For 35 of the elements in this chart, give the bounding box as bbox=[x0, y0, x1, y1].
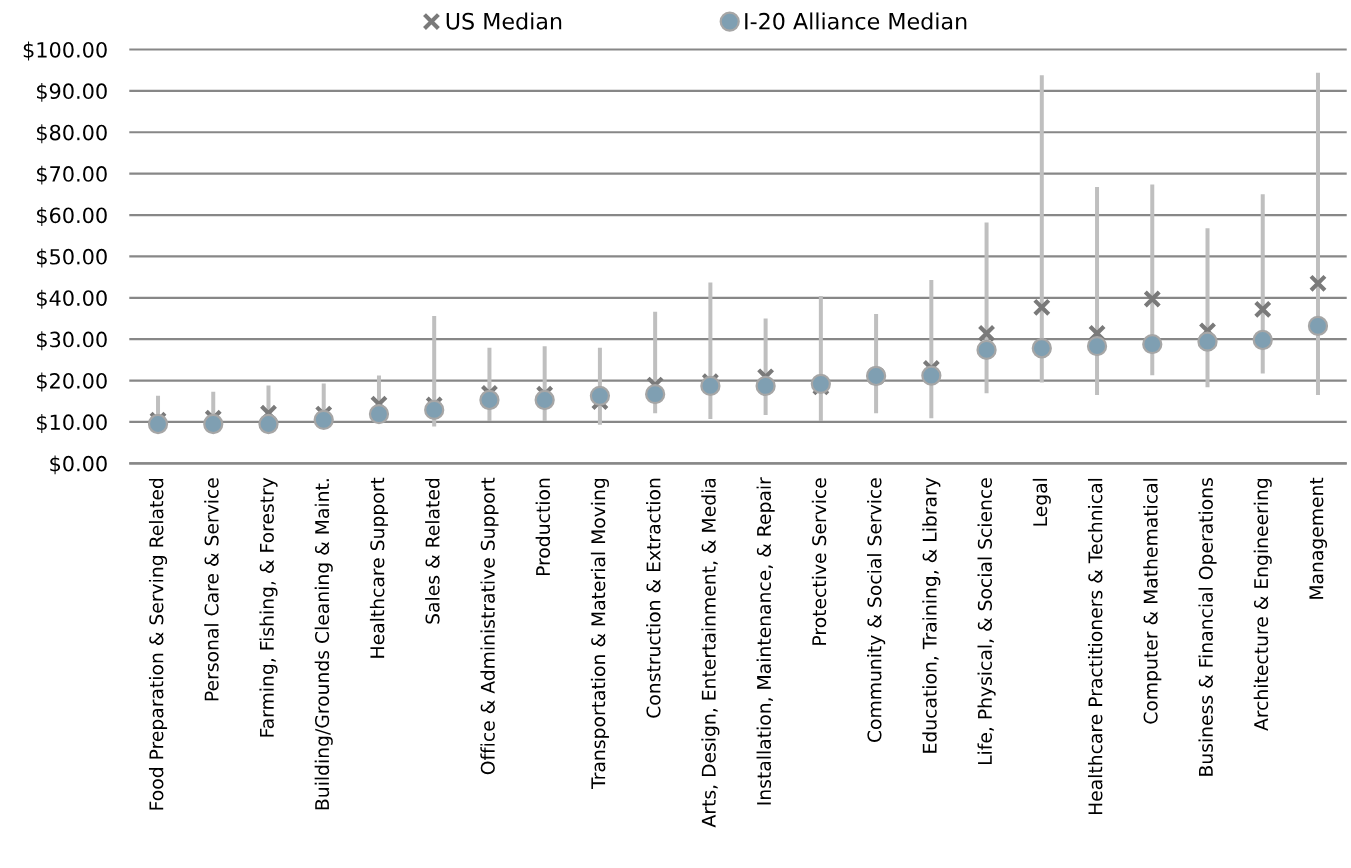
x-tick-label: Life, Physical, & Social Science bbox=[977, 478, 996, 765]
y-tick-label: $80.00 bbox=[37, 124, 107, 144]
x-tick-label: Transportation & Material Moving bbox=[590, 478, 609, 790]
y-tick-label: $60.00 bbox=[37, 207, 107, 226]
x-tick-label: Management bbox=[1309, 477, 1328, 599]
x-tick-label: Computer & Mathematical bbox=[1143, 478, 1162, 724]
x-tick-label: Food Preparation & Serving Related bbox=[148, 478, 168, 810]
y-tick-label: $30.00 bbox=[37, 331, 107, 351]
x-tick-label: Arts, Design, Entertainment, & Media bbox=[701, 478, 720, 828]
x-tick-label: Office & Administrative Support bbox=[480, 477, 499, 775]
x-tick-label: Community & Social Service bbox=[867, 478, 886, 743]
legend-label: US Median bbox=[446, 12, 562, 30]
y-tick-label: $50.00 bbox=[37, 248, 107, 268]
x-tick-label: Legal bbox=[1032, 478, 1051, 526]
y-tick-label: $40.00 bbox=[37, 289, 107, 309]
x-tick-label: Installation, Maintenance, & Repair bbox=[756, 477, 775, 805]
y-tick-label: $0.00 bbox=[50, 455, 107, 475]
x-tick-label: Education, Training, & Library bbox=[922, 477, 941, 753]
x-tick-label: Healthcare Practitioners & Technical bbox=[1087, 478, 1103, 815]
x-tick-label: Architecture & Engineering bbox=[1253, 478, 1272, 731]
x-tick-label: Protective Service bbox=[811, 478, 827, 645]
x-tick-label: Business & Financial Operations bbox=[1198, 478, 1217, 776]
x-tick-label: Building/Grounds Cleaning & Maint. bbox=[314, 479, 333, 810]
y-tick-label: $20.00 bbox=[37, 372, 107, 392]
x-tick-label: Sales & Related bbox=[425, 478, 440, 624]
x-tick-label: Farming, Fishing, & Forestry bbox=[259, 477, 278, 737]
x-tick-label: Personal Care & Service bbox=[204, 478, 219, 701]
y-tick-label: $90.00 bbox=[37, 82, 107, 102]
x-tick-label: Production bbox=[535, 478, 551, 576]
y-tick-label: $100.00 bbox=[23, 41, 107, 61]
x-tick-label: Healthcare Support bbox=[369, 477, 389, 658]
x-tick-label: Construction & Extraction bbox=[646, 478, 661, 718]
y-tick-label: $70.00 bbox=[37, 165, 107, 185]
legend-label: I-20 Alliance Median bbox=[745, 12, 967, 30]
y-tick-label: $10.00 bbox=[37, 414, 107, 433]
